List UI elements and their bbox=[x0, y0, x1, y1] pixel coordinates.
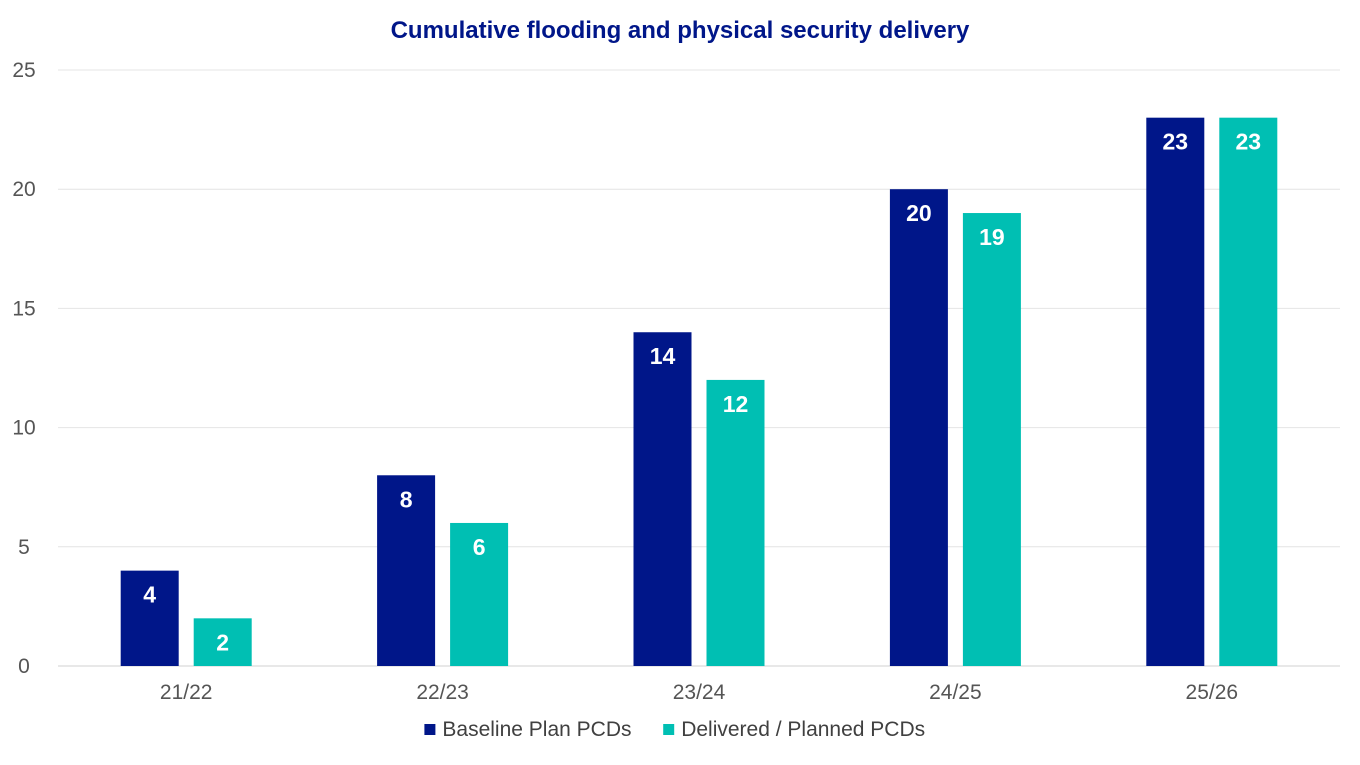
y-tick-label: 25 bbox=[12, 59, 35, 82]
data-label: 2 bbox=[216, 629, 229, 655]
data-label: 8 bbox=[400, 486, 413, 512]
bar-delivered-planned bbox=[450, 522, 509, 666]
bar-delivered-planned bbox=[962, 213, 1021, 667]
data-label: 20 bbox=[906, 200, 932, 226]
bar-baseline-plan bbox=[377, 475, 436, 666]
x-tick-label: 21/22 bbox=[160, 681, 213, 704]
x-tick-label: 24/25 bbox=[929, 681, 982, 704]
data-label: 19 bbox=[979, 224, 1005, 250]
legend-label: Delivered / Planned PCDs bbox=[681, 718, 925, 741]
data-labels: 4 2 8 6 14 12 20 19 23 23 bbox=[143, 129, 1261, 656]
data-label: 4 bbox=[143, 582, 156, 608]
data-label: 14 bbox=[650, 343, 676, 369]
chart-title: Cumulative flooding and physical securit… bbox=[391, 17, 970, 44]
bar-baseline-plan bbox=[120, 570, 179, 666]
bars bbox=[120, 117, 1278, 667]
x-tick-label: 23/24 bbox=[673, 681, 726, 704]
data-label: 23 bbox=[1163, 129, 1189, 155]
x-axis-ticks: 21/22 22/23 23/24 24/25 25/26 bbox=[160, 681, 1238, 704]
legend: Baseline Plan PCDs Delivered / Planned PC… bbox=[424, 718, 925, 741]
y-tick-label: 10 bbox=[12, 417, 35, 440]
y-tick-label: 20 bbox=[12, 178, 35, 201]
legend-label: Baseline Plan PCDs bbox=[442, 718, 631, 741]
y-tick-label: 15 bbox=[12, 297, 35, 320]
bar-baseline-plan bbox=[889, 189, 948, 666]
x-tick-label: 22/23 bbox=[416, 681, 469, 704]
x-tick-label: 25/26 bbox=[1186, 681, 1239, 704]
y-tick-label: 0 bbox=[18, 655, 30, 678]
bar-baseline-plan bbox=[633, 332, 692, 666]
y-axis-ticks: 0 5 10 15 20 25 bbox=[12, 59, 35, 678]
legend-swatch bbox=[424, 724, 436, 735]
gridlines bbox=[58, 69, 1340, 667]
legend-swatch bbox=[663, 724, 675, 735]
data-label: 23 bbox=[1236, 129, 1262, 155]
bar-baseline-plan bbox=[1146, 117, 1205, 667]
bar-delivered-planned bbox=[1219, 117, 1278, 667]
data-label: 12 bbox=[723, 391, 749, 417]
data-label: 6 bbox=[473, 534, 486, 560]
bar-delivered-planned bbox=[706, 379, 765, 666]
bar-delivered-planned bbox=[193, 618, 252, 666]
y-tick-label: 5 bbox=[18, 536, 30, 559]
